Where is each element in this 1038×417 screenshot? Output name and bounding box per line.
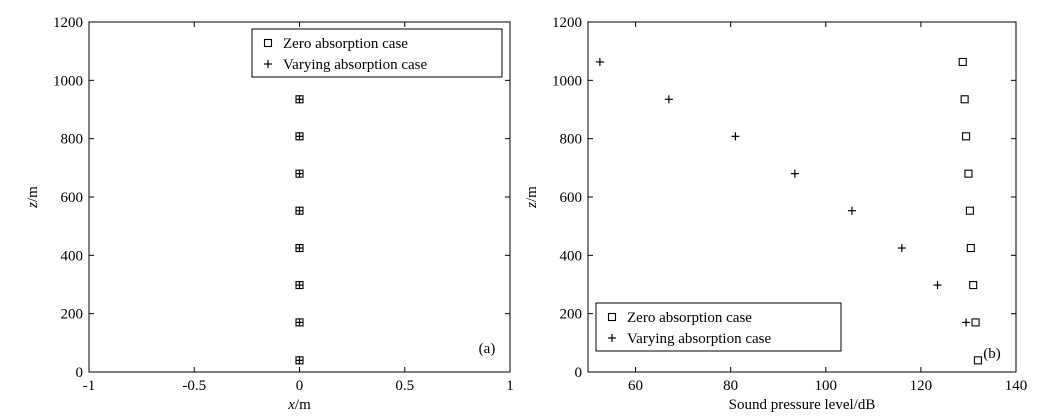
data-point-plus [295,356,304,365]
data-point-plus [897,244,906,253]
x-tick-label: 60 [628,378,643,394]
x-axis-label: Sound pressure level/dB [729,397,876,413]
data-point-plus [295,169,304,178]
data-point-plus [295,281,304,290]
data-point-plus [731,132,740,141]
x-tick-label: 80 [723,378,738,394]
y-tick-label: 800 [560,132,583,148]
legend-plus-marker [264,60,272,68]
legend-entry-label: Varying absorption case [283,57,427,73]
data-point-square [973,356,983,365]
x-tick-label: 140 [1005,378,1028,394]
y-axis-label: z/m [524,186,540,209]
x-tick-label: -0.5 [182,378,206,394]
data-point-plus [595,57,604,66]
data-point-plus [295,95,304,104]
panel-label: (b) [983,346,1001,362]
data-point-plus [933,281,942,290]
y-axis-label-unit: /m [524,186,540,202]
y-tick-label: 1200 [552,15,582,31]
y-tick-label: 400 [560,248,583,264]
data-point-plus [295,206,304,215]
y-tick-label: 0 [76,365,84,381]
legend-square-marker [263,38,273,48]
legend: Zero absorption case Varying absorption c… [595,302,842,352]
x-axis-label: x/m [287,397,311,413]
data-point-square [962,132,971,141]
legend-plus-marker [608,334,616,342]
y-axis-label: z/m [25,186,41,209]
data-point-square [966,243,975,253]
panel-label: (a) [479,341,496,357]
data-point-square [964,169,973,178]
legend-square-marker [607,312,617,322]
legend-entry-label: Zero absorption case [627,310,752,326]
data-point-square [960,95,969,104]
legend-entry-label: Zero absorption case [283,36,408,52]
legend: Zero absorption case Varying absorption c… [251,28,503,78]
y-axis-label-variable: z [524,202,540,209]
x-tick-label: 100 [815,378,838,394]
data-point-plus [962,318,971,327]
data-point-square [958,57,967,67]
y-tick-label: 200 [560,307,583,323]
y-tick-label: 600 [61,190,84,206]
x-tick-label: -1 [83,378,96,394]
x-tick-label: 1 [506,378,514,394]
data-point-square [969,281,978,290]
legend-box [595,302,842,352]
y-axis-label-variable: z [25,202,41,209]
series-varying-absorption [595,57,971,327]
x-axis-label-variable: x [287,397,295,413]
data-point-plus [664,95,673,104]
y-axis-label-unit: /m [25,186,41,202]
y-tick-label: 800 [61,132,84,148]
x-tick-label: 0 [296,378,304,394]
series-zero-absorption [958,57,983,365]
y-tick-label: 1200 [53,15,83,31]
series-varying-absorption [295,95,304,365]
y-tick-label: 200 [61,307,84,323]
y-tick-label: 1000 [53,73,83,89]
y-tick-label: 1000 [552,73,582,89]
x-tick-label: 120 [910,378,933,394]
legend-box [251,28,503,78]
x-axis-label-unit: /m [295,397,311,413]
data-point-plus [295,244,304,253]
data-point-square [971,318,980,327]
chart-panel-b: 60 80 100 120 140 0 200 400 600 800 1000 1200 z/m Sou… [524,15,1027,413]
x-tick-label: 0.5 [395,378,414,394]
chart-panel-a: -1 -0.5 0 0.5 1020040060080010001200z/mx/mZe… [25,15,514,413]
y-tick-label: 400 [61,248,84,264]
y-tick-label: 0 [575,365,583,381]
data-point-plus [295,318,304,327]
data-point-plus [847,206,856,215]
y-tick-label: 600 [560,190,583,206]
data-point-square [965,206,974,215]
legend-entry-label: Varying absorption case [627,331,771,347]
data-point-plus [790,169,799,178]
data-point-plus [295,132,304,141]
